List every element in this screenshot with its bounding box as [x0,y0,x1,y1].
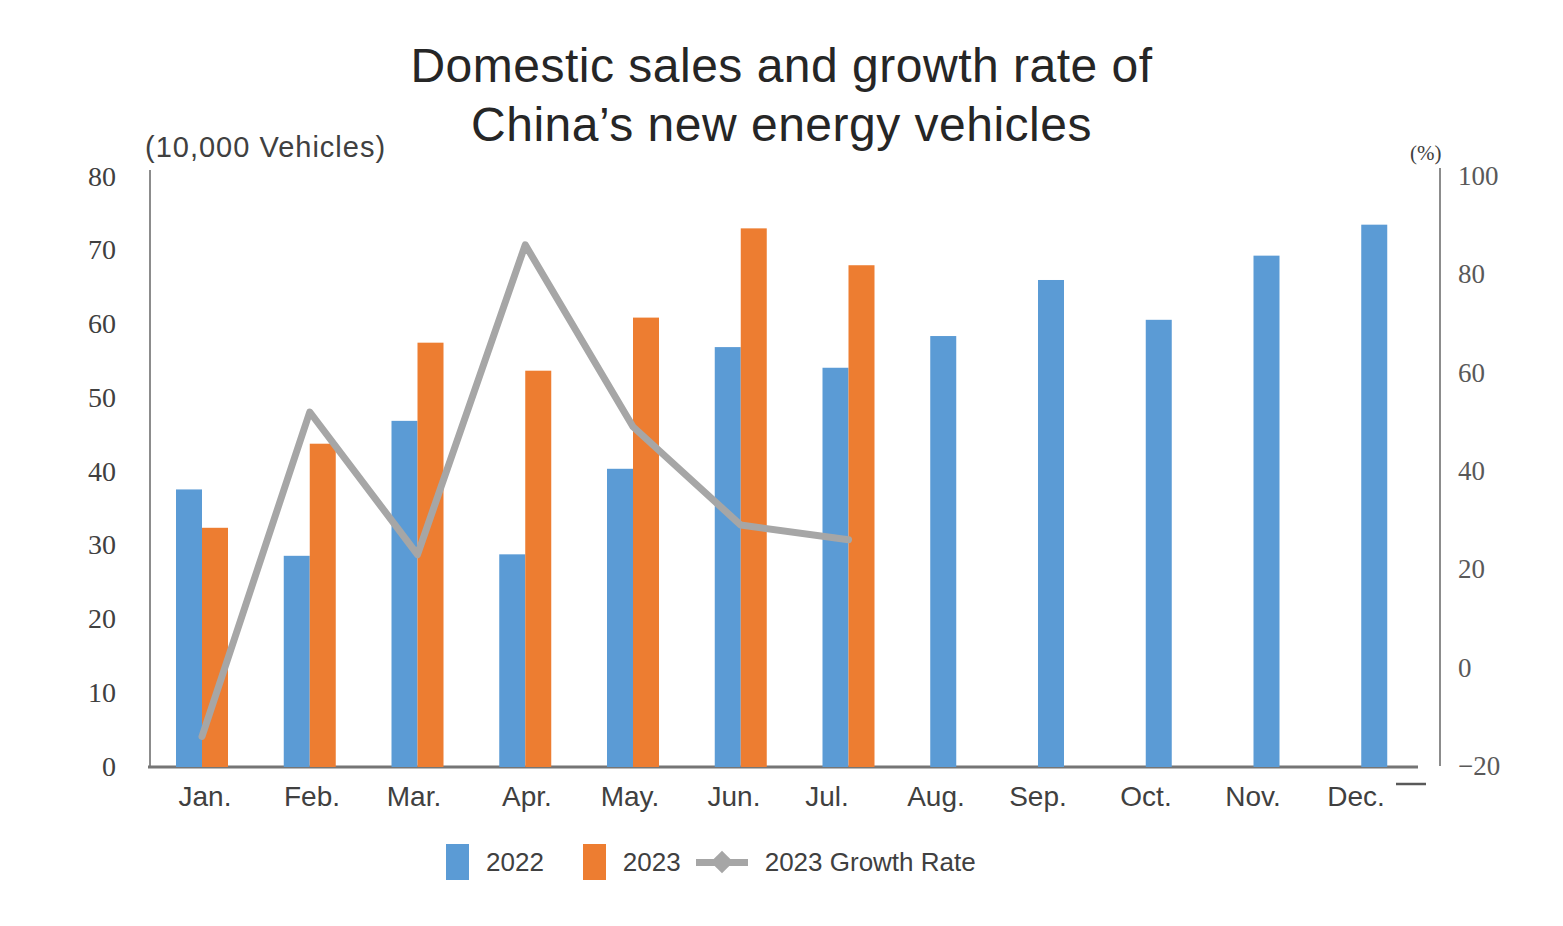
bar-2022-may [607,469,633,767]
legend-label-2022: 2022 [486,847,544,878]
bar-2023-may [633,318,659,767]
bar-2022-jan [176,489,202,767]
left-axis-tick-10: 10 [88,677,116,708]
bar-2022-jul [823,368,849,767]
legend-label-2023: 2023 [623,847,681,878]
bar-2022-feb [284,556,310,767]
left-axis-tick-80: 80 [88,161,116,192]
right-axis-tick-40: 40 [1458,456,1485,486]
bar-2023-jul [849,265,875,767]
bar-2022-dec [1361,225,1387,767]
right-axis-tick-0: 0 [1458,653,1472,683]
bar-2023-jun [741,228,767,767]
x-axis-label-apr: Apr. [502,781,552,812]
left-axis-tick-0: 0 [102,751,116,782]
left-axis-tick-60: 60 [88,308,116,339]
right-axis-tick--20: −20 [1458,751,1500,781]
legend-label-growth-rate: 2023 Growth Rate [765,847,976,878]
right-axis-tick-100: 100 [1458,161,1499,191]
left-axis-tick-30: 30 [88,529,116,560]
left-axis-tick-20: 20 [88,603,116,634]
legend-swatch-2023 [583,844,606,880]
right-axis-tick-60: 60 [1458,358,1485,388]
x-axis-label-mar: Mar. [387,781,441,812]
bar-2023-feb [310,444,336,767]
left-axis-tick-70: 70 [88,234,116,265]
x-axis-label-may: May. [601,781,660,812]
bar-2022-mar [392,421,418,767]
bar-2023-mar [418,343,444,767]
bar-2022-apr [499,554,525,767]
x-axis-label-jun: Jun. [708,781,761,812]
chart-canvas: Domestic sales and growth rate of China’… [0,0,1563,926]
bar-2022-jun [715,347,741,767]
x-axis-label-jul: Jul. [805,781,849,812]
left-axis-tick-40: 40 [88,456,116,487]
left-axis-tick-50: 50 [88,382,116,413]
x-axis-label-oct: Oct. [1120,781,1171,812]
legend-swatch-2022 [446,844,469,880]
plot-area: 80706050403020100100806040200−20Jan.Feb.… [0,0,1563,926]
legend: 2022 2023 2023 Growth Rate [446,841,976,883]
x-axis-label-dec: Dec. [1327,781,1385,812]
bar-2023-apr [525,371,551,767]
bar-2022-sep [1038,280,1064,767]
x-axis-label-aug: Aug. [907,781,965,812]
bar-2022-aug [930,336,956,767]
x-axis-label-feb: Feb. [284,781,340,812]
x-axis-label-sep: Sep. [1009,781,1067,812]
x-axis-label-nov: Nov. [1225,781,1281,812]
bar-2022-oct [1146,320,1172,767]
right-axis-tick-20: 20 [1458,554,1485,584]
legend-diamond-marker-icon [710,850,733,873]
x-axis-label-jan: Jan. [179,781,232,812]
legend-line-sample [696,859,748,866]
bar-2022-nov [1254,256,1280,767]
right-axis-tick-80: 80 [1458,259,1485,289]
